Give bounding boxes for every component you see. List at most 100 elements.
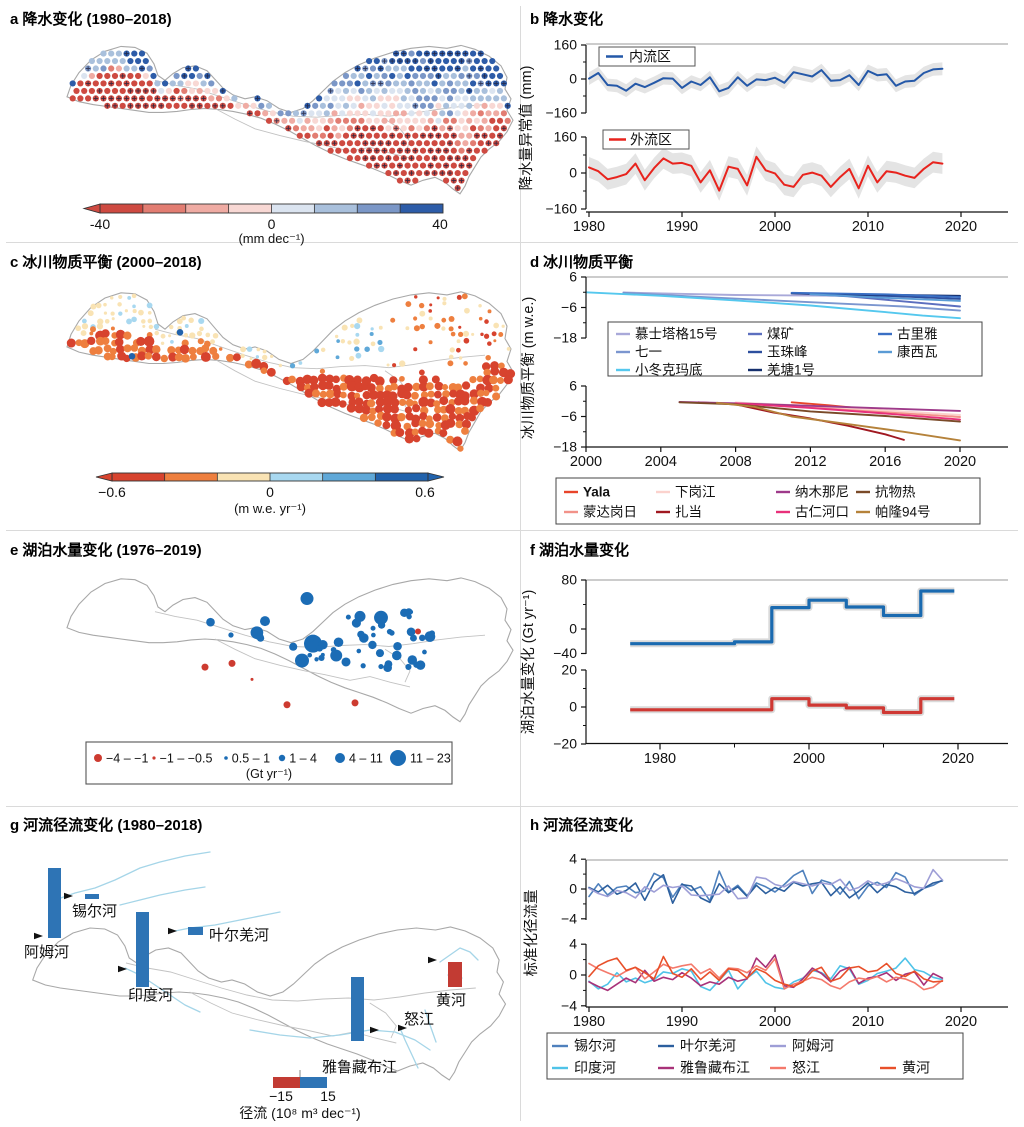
- colorbar-tick-mid: 0: [266, 484, 274, 500]
- map-dot: [350, 87, 357, 95]
- map-dot: [165, 102, 172, 109]
- river-label: 黄河: [436, 992, 466, 1009]
- glacier-line: [715, 401, 961, 442]
- map-dot: [331, 95, 338, 102]
- legend-label: 下岗江: [675, 485, 716, 500]
- glacier-dot: [492, 392, 501, 401]
- map-dot: [389, 87, 396, 95]
- glacier-dot: [244, 360, 253, 369]
- map-dot: [104, 87, 111, 95]
- significance-cross: [440, 51, 445, 56]
- map-dot: [138, 80, 146, 87]
- glacier-dot: [463, 361, 468, 366]
- map-dot: [393, 140, 400, 147]
- glacier-dot: [188, 317, 194, 323]
- legend-dot: [278, 754, 286, 762]
- panel-c-period: (2000–2018): [116, 254, 202, 271]
- glacier-dot: [339, 391, 347, 399]
- significance-cross: [447, 140, 453, 146]
- river-arrow: [370, 1026, 379, 1034]
- glacier-dot: [493, 322, 500, 329]
- lake-dot-positive: [391, 650, 402, 661]
- map-dot: [362, 95, 369, 102]
- glacier-dot: [123, 344, 132, 353]
- glacier-dot: [454, 407, 463, 415]
- significance-cross: [255, 96, 260, 101]
- map-dot: [281, 117, 288, 124]
- glacier-dot: [75, 325, 82, 332]
- significance-cross: [443, 148, 449, 153]
- glacier-dot: [240, 353, 245, 359]
- significance-cross: [124, 96, 129, 101]
- glacier-dot: [319, 368, 326, 374]
- map-dot: [493, 110, 500, 117]
- river-line: [119, 886, 206, 906]
- map-dot: [69, 80, 76, 87]
- uncertainty-band: [589, 146, 943, 201]
- glacier-dot: [456, 294, 462, 300]
- significance-cross: [440, 170, 445, 176]
- map-dot: [323, 125, 330, 132]
- legend-label: Yala: [583, 485, 611, 500]
- panel-a-name: 降水变化: [22, 11, 83, 28]
- x-tick-label: 2020: [945, 1014, 977, 1030]
- legend-dot: [94, 754, 102, 762]
- map-dot: [439, 95, 446, 102]
- lake-dot-positive: [378, 664, 384, 670]
- colorbar-tick-min: −0.6: [98, 484, 126, 500]
- river-arrow: [118, 965, 127, 973]
- glacier-dot: [442, 296, 447, 301]
- glacier-dot: [420, 391, 429, 399]
- glacier-dot: [298, 361, 303, 365]
- map-dot: [473, 102, 480, 109]
- map-dot: [462, 80, 469, 87]
- significance-cross: [378, 81, 383, 86]
- lake-dot-positive: [330, 646, 337, 653]
- map-dot: [235, 102, 242, 109]
- glacier-dot: [386, 363, 390, 367]
- glacier-dot: [370, 327, 374, 331]
- glacier-dot: [468, 413, 476, 422]
- map-dot: [177, 80, 184, 87]
- map-dot: [350, 117, 357, 124]
- map-dot: [131, 50, 138, 57]
- map-dot: [443, 132, 450, 139]
- glacier-dot: [146, 302, 153, 309]
- glacier-dot: [246, 346, 253, 352]
- map-dot: [462, 110, 469, 117]
- lake-dot-positive: [407, 655, 418, 665]
- y-tick-label: 0: [569, 699, 577, 715]
- glacier-dot: [364, 346, 370, 352]
- map-dot: [350, 72, 357, 80]
- map-dot: [477, 140, 484, 147]
- series-line: [588, 67, 944, 93]
- legend-box: [602, 129, 690, 150]
- map-dot: [423, 80, 430, 87]
- glacier-dot: [449, 389, 458, 398]
- map-dot: [427, 102, 434, 109]
- map-dot: [385, 125, 392, 132]
- map-dot: [362, 110, 369, 117]
- colorbar-segment: [400, 204, 443, 213]
- map-dot: [481, 57, 488, 65]
- significance-cross: [286, 125, 291, 131]
- glacier-dot: [484, 319, 489, 324]
- glacier-dot: [266, 367, 276, 377]
- legend-label: 印度河: [574, 1060, 616, 1076]
- map-dot: [439, 140, 446, 147]
- significance-cross: [466, 148, 472, 153]
- map-dot: [396, 87, 403, 95]
- glacier-dot: [424, 428, 434, 438]
- map-dot: [119, 57, 126, 65]
- map-dot: [450, 57, 457, 65]
- glacier-dot: [454, 396, 463, 406]
- map-dot: [377, 95, 384, 102]
- glacier-dot: [104, 318, 110, 324]
- significance-cross: [505, 103, 510, 109]
- significance-cross: [85, 66, 91, 71]
- glacier-dot: [458, 325, 462, 329]
- glacier-dot: [405, 326, 410, 331]
- map-dot: [450, 72, 457, 80]
- x-tick-label: 2010: [852, 219, 884, 235]
- glacier-dot: [197, 338, 204, 345]
